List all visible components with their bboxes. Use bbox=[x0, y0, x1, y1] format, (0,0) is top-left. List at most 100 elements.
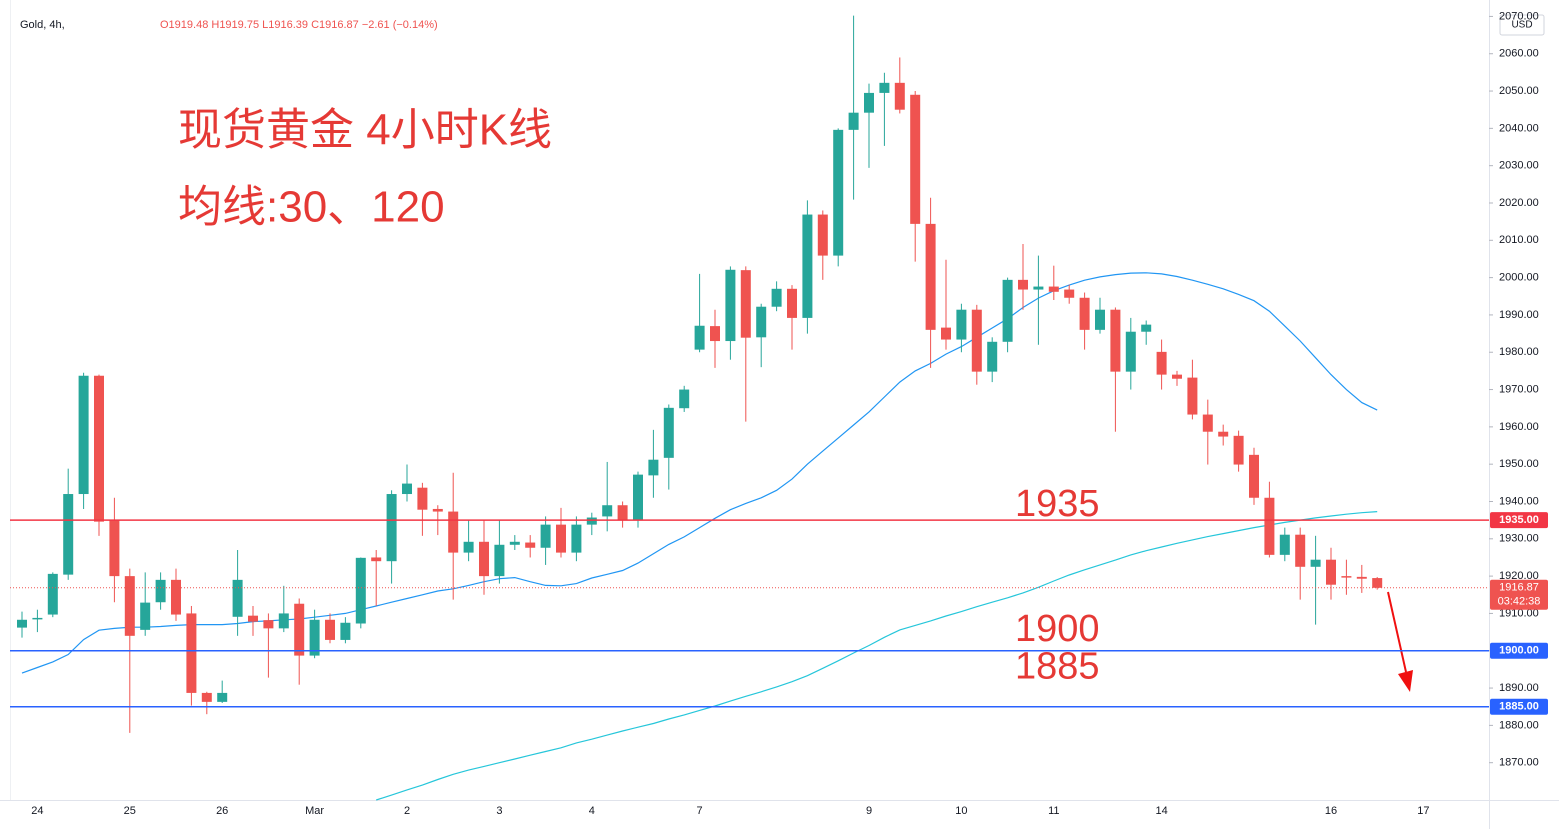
candle-body bbox=[756, 306, 767, 338]
candle-body bbox=[340, 622, 351, 640]
candle-body bbox=[432, 508, 443, 512]
candle-body bbox=[1095, 309, 1105, 330]
y-tick-label: 1970.00 bbox=[1499, 383, 1539, 395]
candle-body bbox=[817, 214, 828, 256]
candle-body bbox=[1018, 279, 1028, 290]
level-badge bbox=[1490, 642, 1548, 659]
candle-body bbox=[1264, 497, 1275, 555]
candle-body bbox=[355, 557, 366, 624]
y-tick-label: 2000.00 bbox=[1499, 272, 1539, 284]
candle-body bbox=[894, 82, 905, 110]
candle-body bbox=[155, 579, 166, 603]
candle-body bbox=[1141, 324, 1152, 332]
y-tick-label: 2030.00 bbox=[1499, 160, 1539, 172]
candle-body bbox=[63, 494, 74, 575]
candle-body bbox=[787, 288, 797, 318]
candle-body bbox=[710, 326, 720, 342]
y-tick-label: 2020.00 bbox=[1499, 197, 1539, 209]
candle-body bbox=[679, 389, 690, 409]
candle-body bbox=[402, 483, 412, 495]
x-tick-label: 10 bbox=[955, 805, 967, 817]
candle-body bbox=[140, 602, 151, 630]
candle-body bbox=[910, 94, 921, 224]
y-tick-label: 2060.00 bbox=[1499, 48, 1539, 60]
currency-box bbox=[1499, 14, 1545, 36]
x-tick-label: 11 bbox=[1048, 805, 1059, 817]
y-tick-label: 2050.00 bbox=[1499, 85, 1539, 97]
candle-body bbox=[32, 617, 43, 620]
candle-body bbox=[1064, 289, 1075, 298]
candle-body bbox=[448, 511, 459, 553]
y-tick-label: 1920.00 bbox=[1499, 570, 1539, 582]
candle-body bbox=[1295, 534, 1306, 567]
y-tick-label: 2070.00 bbox=[1499, 10, 1539, 22]
candle-body bbox=[663, 407, 674, 458]
candle-body bbox=[494, 544, 505, 577]
currency: USD bbox=[1511, 20, 1532, 31]
y-tick-label: 1960.00 bbox=[1499, 421, 1539, 433]
candle-body bbox=[971, 309, 982, 372]
candle-body bbox=[217, 692, 228, 702]
candle-body bbox=[47, 573, 58, 615]
candle-body bbox=[879, 82, 890, 93]
x-tick-label: 25 bbox=[124, 805, 136, 817]
y-tick-label: 2040.00 bbox=[1499, 122, 1539, 134]
y-tick-label: 1910.00 bbox=[1499, 607, 1539, 619]
x-tick-label: 4 bbox=[589, 805, 595, 817]
candle-body bbox=[1249, 454, 1259, 498]
x-tick-label: Mar bbox=[305, 805, 324, 817]
x-tick-label: 17 bbox=[1417, 805, 1429, 817]
candle-body bbox=[586, 517, 597, 525]
ohlc: O1919.48 H1919.75 L1916.39 C1916.87 −2.6… bbox=[160, 19, 438, 31]
candle-body bbox=[1048, 286, 1059, 292]
candle-body bbox=[925, 223, 936, 330]
candle-body bbox=[1079, 297, 1090, 330]
level-badge-label: 1900.00 bbox=[1499, 645, 1539, 657]
candle-body bbox=[1310, 559, 1321, 567]
candle-body bbox=[864, 92, 874, 113]
symbol: Gold, 4h, bbox=[20, 19, 65, 31]
candle-body bbox=[325, 619, 335, 640]
candle-body bbox=[833, 129, 844, 256]
candle-body bbox=[309, 619, 320, 656]
candle-body bbox=[1156, 351, 1167, 375]
candle-body bbox=[1187, 377, 1198, 415]
candle-body bbox=[987, 341, 998, 372]
countdown: 03:42:38 bbox=[1498, 596, 1541, 608]
candle-body bbox=[1125, 331, 1136, 372]
candle-body bbox=[571, 524, 582, 553]
candle-body bbox=[1341, 576, 1352, 578]
level-label: 1885 bbox=[1015, 646, 1100, 688]
candle-body bbox=[848, 112, 859, 130]
candle-body bbox=[294, 603, 305, 656]
candle-body bbox=[556, 524, 566, 553]
candle-body bbox=[248, 615, 258, 622]
candle-body bbox=[1356, 576, 1367, 579]
level-label: 1935 bbox=[1015, 483, 1100, 525]
candle-body bbox=[1279, 534, 1290, 555]
last-price-label: 1916.87 bbox=[1499, 582, 1539, 594]
annotation: 现货黄金 4小时K线 bbox=[178, 106, 552, 155]
candle-body bbox=[278, 613, 289, 629]
candle-body bbox=[1110, 309, 1121, 372]
candle-body bbox=[1033, 286, 1044, 290]
candle-body bbox=[1233, 435, 1244, 465]
candle-body bbox=[602, 505, 613, 517]
candle-body bbox=[171, 579, 181, 615]
moving-average bbox=[376, 511, 1378, 801]
y-tick-label: 1890.00 bbox=[1499, 682, 1539, 694]
candle-body bbox=[386, 494, 397, 562]
candle-body bbox=[802, 214, 813, 318]
candle-body bbox=[94, 375, 104, 522]
candle-body bbox=[1172, 374, 1182, 379]
candle-body bbox=[633, 474, 643, 521]
candle-body bbox=[525, 542, 536, 548]
candle-body bbox=[463, 541, 474, 553]
candle-body bbox=[479, 541, 489, 577]
candle-body bbox=[78, 375, 89, 495]
candle-body bbox=[941, 327, 951, 340]
y-tick-label: 2010.00 bbox=[1499, 234, 1539, 246]
y-tick-label: 1980.00 bbox=[1499, 346, 1539, 358]
